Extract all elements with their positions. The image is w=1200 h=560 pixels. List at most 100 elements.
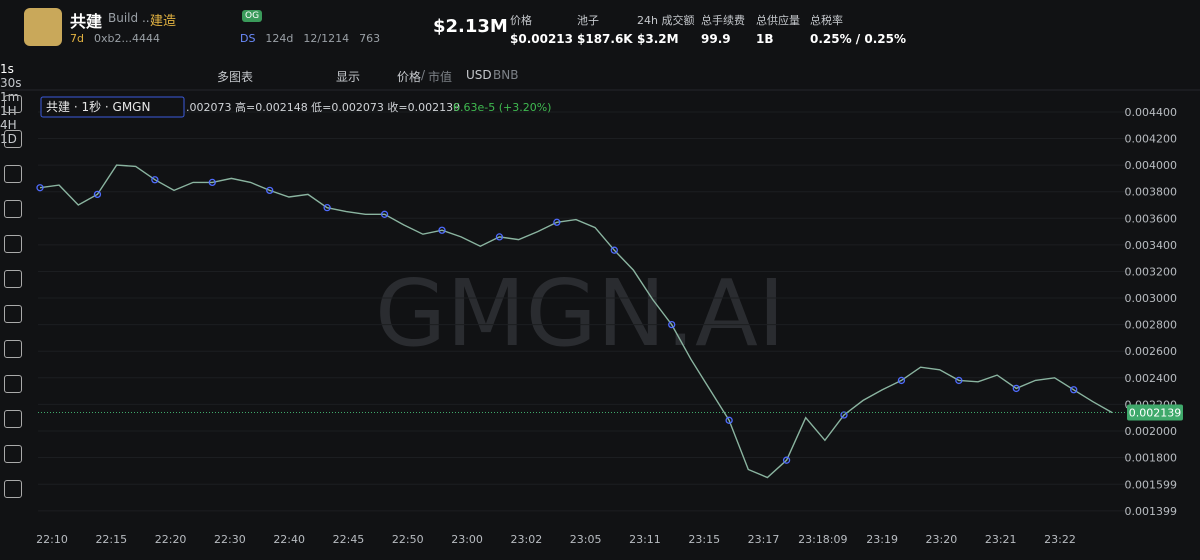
toolbar-price[interactable]: 价格 (397, 70, 422, 84)
y-tick-label: 0.003200 (1125, 265, 1178, 278)
tool[interactable] (4, 95, 22, 113)
trade-marker (668, 320, 676, 329)
interval[interactable]: 30s (0, 76, 22, 90)
stat-label: 总手续费 (701, 14, 745, 27)
watermark: GMGN.AI (375, 260, 785, 367)
tool[interactable] (4, 340, 22, 358)
stat-label: 池子 (577, 14, 599, 27)
interval[interactable]: 1s (0, 62, 14, 76)
price-line (39, 164, 1113, 479)
tool[interactable] (4, 480, 22, 498)
token-name: Build ... (108, 11, 154, 25)
stat-label: 总税率 (810, 14, 843, 27)
x-tick-label: 22:30 (214, 533, 246, 546)
last-price-tag (1127, 404, 1183, 421)
x-tick-label: 22:15 (95, 533, 127, 546)
tool[interactable] (4, 130, 22, 148)
stat: 24h 成交额 $3.2M (637, 12, 694, 46)
toolbar-separator[interactable]: / (421, 68, 426, 82)
ds: DS (239, 32, 256, 45)
tool[interactable] (4, 270, 22, 288)
y-tick-label: 0.003800 (1125, 186, 1178, 199)
header: 共建 Build ... 建造 OG 7d 0xb2...4444 DS 124… (0, 0, 1200, 56)
toolbar-multi-chart[interactable]: 多图表 (217, 70, 254, 84)
trade-marker (610, 246, 618, 254)
tool[interactable] (4, 375, 22, 393)
tool[interactable] (4, 165, 22, 183)
interval[interactable]: 1D (0, 132, 17, 146)
address[interactable]: 0xb2...4444 (93, 32, 160, 45)
trade-marker (380, 210, 389, 218)
meta-row: 7d 0xb2...4444 DS 124d 12/1214 763 (70, 32, 380, 45)
drawing-tools (0, 95, 26, 540)
trade-marker (1070, 386, 1078, 394)
stat-value: $0.00213 (510, 32, 574, 46)
x-tick-label: 23:20 (926, 533, 958, 546)
holders: 12/1214 (303, 32, 350, 45)
age: 7d (70, 32, 84, 45)
x-tick-label: 23:19 (866, 533, 898, 546)
trade-marker (266, 186, 274, 195)
ds-age: 124d (265, 32, 294, 45)
toolbar-usd[interactable]: USD (466, 68, 492, 82)
toolbar-bnb[interactable]: BNB (493, 68, 519, 82)
last-price-label: 0.002139 (1129, 406, 1182, 419)
toolbar-mcap[interactable]: 市值 (428, 70, 453, 84)
x-tick-label: 22:45 (333, 533, 365, 546)
toolbar-display[interactable]: 显示 (336, 70, 361, 84)
toolbar: 1s 30s 1m 1H 4H 1D 多图表 显示 价格 / 市值 USD BNB (0, 62, 1200, 146)
x-tick-label: 23:21 (985, 533, 1017, 546)
trade-marker (897, 376, 906, 385)
x-tick-label: 23:11 (629, 533, 661, 546)
trade-marker (36, 184, 44, 192)
x-tick-label: 23:22 (1044, 533, 1076, 546)
stat-value: 1B (756, 32, 774, 46)
x-tick-label: 23:18:09 (798, 533, 847, 546)
y-tick-label: 0.001599 (1125, 478, 1178, 491)
y-tick-label: 0.002200 (1125, 398, 1178, 411)
x-tick-label: 23:02 (511, 533, 543, 546)
stat: 价格 $0.00213 (510, 12, 573, 46)
y-tick-label: 0.003600 (1125, 212, 1178, 225)
stat-label: 价格 (510, 14, 532, 27)
interval[interactable]: 1H (0, 104, 17, 118)
x-tick-label: 23:00 (451, 533, 483, 546)
y-tick-label: 0.001800 (1125, 452, 1178, 465)
y-tick-label: 0.003400 (1125, 239, 1178, 252)
trade-marker (725, 416, 733, 424)
tool[interactable] (4, 410, 22, 428)
trade-marker (495, 233, 504, 241)
stat-label: 24h 成交额 (637, 14, 695, 27)
y-tick-label: 0.002000 (1125, 425, 1178, 438)
y-tick-label: 0.002400 (1125, 372, 1178, 385)
stat-value: $187.6K (577, 32, 633, 46)
x-tick-label: 22:40 (273, 533, 305, 546)
x-tick-label: 23:17 (748, 533, 780, 546)
token-name-cn: 建造 (150, 14, 177, 29)
interval[interactable]: 1m (0, 90, 20, 104)
y-tick-label: 0.001399 (1125, 505, 1178, 518)
trade-marker (208, 178, 216, 187)
stat-value: 0.25% / 0.25% (810, 32, 906, 46)
trade-marker (93, 190, 102, 199)
x-tick-label: 22:20 (155, 533, 187, 546)
token-logo (24, 8, 62, 46)
market-cap: $2.13M (433, 16, 508, 37)
tool[interactable] (4, 200, 22, 218)
trade-marker (840, 411, 848, 419)
stat: 总供应量 1B (756, 12, 800, 46)
trade-marker (553, 218, 561, 226)
stat: 总手续费 99.9 (701, 12, 745, 46)
views: 763 (359, 32, 381, 45)
x-tick-label: 22:50 (392, 533, 424, 546)
tool[interactable] (4, 235, 22, 253)
tool[interactable] (4, 445, 22, 463)
interval[interactable]: 4H (0, 118, 17, 132)
y-tick-label: 0.004000 (1125, 159, 1178, 172)
trade-marker (151, 176, 159, 184)
tool[interactable] (4, 305, 22, 323)
x-tick-label: 22:10 (36, 533, 68, 546)
y-tick-label: 0.002800 (1125, 319, 1178, 332)
trade-marker (323, 204, 331, 212)
